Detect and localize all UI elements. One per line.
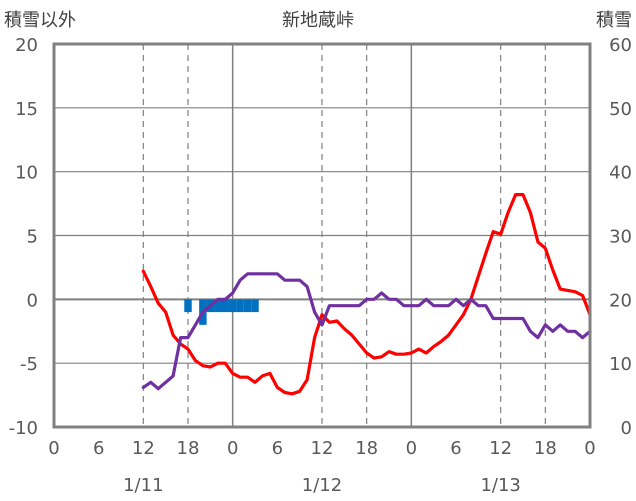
left-axis-title: 積雪以外 bbox=[4, 10, 76, 31]
series-lines bbox=[141, 193, 592, 396]
left-tick-label: -5 bbox=[20, 354, 38, 375]
snow-bar bbox=[228, 299, 237, 313]
snow-bar bbox=[184, 299, 192, 313]
left-tick-label: 0 bbox=[27, 290, 38, 311]
right-tick-label: 10 bbox=[609, 354, 632, 375]
plot-frame bbox=[52, 42, 592, 429]
snow-bar bbox=[243, 299, 252, 313]
left-tick-label: 10 bbox=[15, 163, 38, 184]
date-label: 1/13 bbox=[480, 475, 520, 496]
x-tick-label: 18 bbox=[534, 438, 557, 459]
right-tick-label: 50 bbox=[609, 99, 632, 120]
right-tick-label: 0 bbox=[621, 418, 632, 439]
snow-bar bbox=[214, 299, 222, 313]
left-tick-label: 15 bbox=[15, 99, 38, 120]
x-tick-label: 6 bbox=[272, 438, 283, 459]
left-tick-label: 5 bbox=[27, 227, 38, 248]
x-tick-label: 6 bbox=[93, 438, 104, 459]
x-tick-label: 6 bbox=[450, 438, 461, 459]
x-tick-label: 12 bbox=[311, 438, 334, 459]
purple-series-line bbox=[141, 272, 592, 391]
x-tick-label: 12 bbox=[132, 438, 155, 459]
snow-bar bbox=[251, 299, 259, 313]
chart-title: 新地蔵峠 bbox=[282, 10, 354, 31]
right-tick-label: 30 bbox=[609, 227, 632, 248]
x-tick-label: 0 bbox=[227, 438, 238, 459]
right-tick-label: 20 bbox=[609, 290, 632, 311]
x-tick-label: 12 bbox=[489, 438, 512, 459]
snow-bar bbox=[236, 299, 244, 313]
right-axis-title: 積雪 bbox=[596, 10, 632, 31]
x-tick-label: 18 bbox=[177, 438, 200, 459]
date-label: 1/12 bbox=[302, 475, 342, 496]
x-tick-label: 0 bbox=[406, 438, 417, 459]
snow-bar bbox=[221, 299, 229, 313]
x-tick-label: 0 bbox=[584, 438, 595, 459]
snow-bars bbox=[184, 299, 259, 325]
x-tick-label: 0 bbox=[48, 438, 59, 459]
left-tick-label: 20 bbox=[15, 35, 38, 56]
left-tick-label: -10 bbox=[9, 418, 38, 439]
date-label: 1/11 bbox=[123, 475, 163, 496]
temperature-line bbox=[141, 193, 592, 396]
gridlines bbox=[54, 44, 590, 427]
right-tick-label: 40 bbox=[609, 163, 632, 184]
right-tick-label: 60 bbox=[609, 35, 632, 56]
x-tick-label: 18 bbox=[355, 438, 378, 459]
